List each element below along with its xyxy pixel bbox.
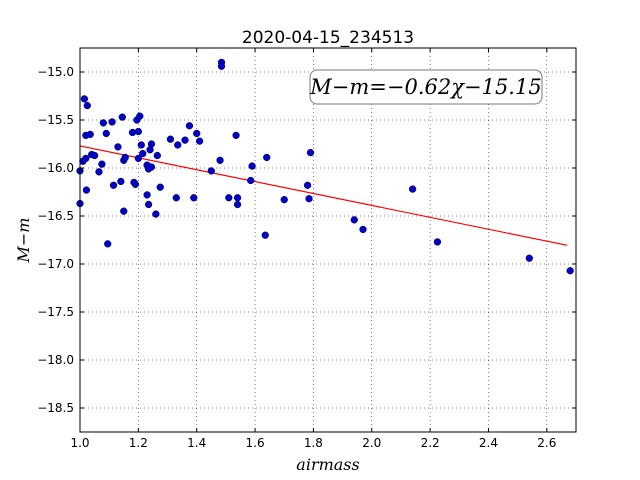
y-tick-label: −18.0 bbox=[37, 353, 74, 367]
data-point bbox=[143, 191, 151, 199]
data-point bbox=[144, 200, 153, 209]
equation-annotation: M−m=−0.62χ−15.15 bbox=[309, 69, 543, 105]
data-point bbox=[217, 62, 226, 70]
y-axis-label: M−m bbox=[14, 218, 33, 264]
data-point bbox=[190, 194, 198, 202]
data-point bbox=[99, 119, 107, 127]
data-point bbox=[280, 196, 288, 204]
data-point bbox=[207, 167, 215, 175]
axis-ticks: 1.0 1.2 1.4 1.6 1.8 2.0 2.2 2.4 2.6 −15.0 −15.5 −16… bbox=[37, 48, 576, 450]
data-point bbox=[261, 231, 269, 239]
data-point bbox=[306, 148, 315, 157]
data-point bbox=[156, 183, 164, 191]
data-point bbox=[98, 160, 106, 168]
data-point bbox=[174, 141, 182, 149]
data-point bbox=[90, 151, 99, 160]
data-point bbox=[82, 186, 91, 194]
data-point bbox=[104, 240, 112, 248]
data-point bbox=[225, 194, 233, 202]
x-tick-label: 2.6 bbox=[537, 436, 556, 450]
data-point bbox=[350, 216, 358, 224]
data-point bbox=[82, 154, 90, 163]
data-point bbox=[139, 149, 147, 158]
data-point bbox=[232, 131, 240, 140]
data-point bbox=[181, 136, 189, 144]
data-point bbox=[86, 130, 94, 139]
data-point bbox=[109, 181, 118, 189]
data-point bbox=[131, 180, 140, 188]
annotation-box bbox=[309, 69, 543, 105]
data-point bbox=[263, 153, 271, 162]
data-point bbox=[185, 122, 194, 130]
data-point bbox=[247, 176, 255, 185]
data-point bbox=[408, 185, 417, 193]
x-tick-label: 2.2 bbox=[421, 436, 440, 450]
data-point bbox=[121, 153, 129, 162]
plot-area bbox=[80, 48, 576, 432]
x-tick-label: 1.6 bbox=[246, 436, 265, 450]
x-tick-label: 2.4 bbox=[479, 436, 498, 450]
data-point bbox=[120, 207, 128, 215]
data-point bbox=[195, 137, 204, 145]
data-point bbox=[305, 195, 313, 203]
annotation-text: M−m=−0.62χ−15.15 bbox=[309, 75, 541, 99]
x-axis-label: airmass bbox=[296, 455, 359, 474]
data-point bbox=[114, 143, 122, 151]
y-tick-label: −15.0 bbox=[37, 65, 74, 79]
y-tick-label: −15.5 bbox=[37, 113, 74, 127]
y-tick-label: −18.5 bbox=[37, 401, 74, 415]
data-point bbox=[108, 118, 116, 126]
y-tick-label: −17.0 bbox=[37, 257, 74, 271]
data-point bbox=[83, 101, 91, 110]
data-point bbox=[233, 200, 242, 209]
data-point bbox=[153, 151, 161, 160]
data-point bbox=[193, 129, 201, 138]
grid-lines bbox=[79, 48, 576, 432]
data-point bbox=[80, 95, 89, 103]
data-point bbox=[152, 210, 160, 218]
data-point bbox=[147, 163, 156, 171]
data-point bbox=[233, 194, 242, 202]
chart-title: 2020-04-15_234513 bbox=[242, 28, 414, 48]
y-tick-label: −16.0 bbox=[37, 161, 74, 175]
data-point bbox=[136, 112, 144, 120]
x-tick-label: 1.2 bbox=[129, 436, 148, 450]
data-point bbox=[248, 162, 256, 170]
data-point bbox=[117, 177, 125, 186]
data-points bbox=[76, 58, 574, 275]
data-point bbox=[525, 254, 533, 262]
data-point bbox=[166, 135, 175, 143]
data-point bbox=[95, 168, 103, 176]
x-tick-label: 1.4 bbox=[187, 436, 206, 450]
y-tick-label: −16.5 bbox=[37, 209, 74, 223]
x-tick-label: 1.8 bbox=[304, 436, 323, 450]
data-point bbox=[118, 113, 126, 121]
data-point bbox=[216, 156, 224, 164]
data-point bbox=[172, 194, 180, 202]
y-tick-label: −17.5 bbox=[37, 305, 74, 319]
fit-line-group bbox=[79, 145, 568, 246]
x-tick-label: 2.0 bbox=[362, 436, 381, 450]
data-point bbox=[102, 129, 110, 138]
data-point bbox=[303, 181, 312, 189]
data-point bbox=[137, 141, 145, 149]
data-point bbox=[433, 238, 442, 246]
data-point bbox=[134, 127, 143, 136]
plot-frame bbox=[79, 47, 577, 433]
data-point bbox=[359, 225, 367, 234]
x-tick-label: 1.0 bbox=[70, 436, 89, 450]
data-point bbox=[134, 154, 143, 163]
data-point bbox=[147, 140, 156, 148]
fit-line bbox=[79, 145, 568, 246]
data-point bbox=[566, 267, 574, 275]
